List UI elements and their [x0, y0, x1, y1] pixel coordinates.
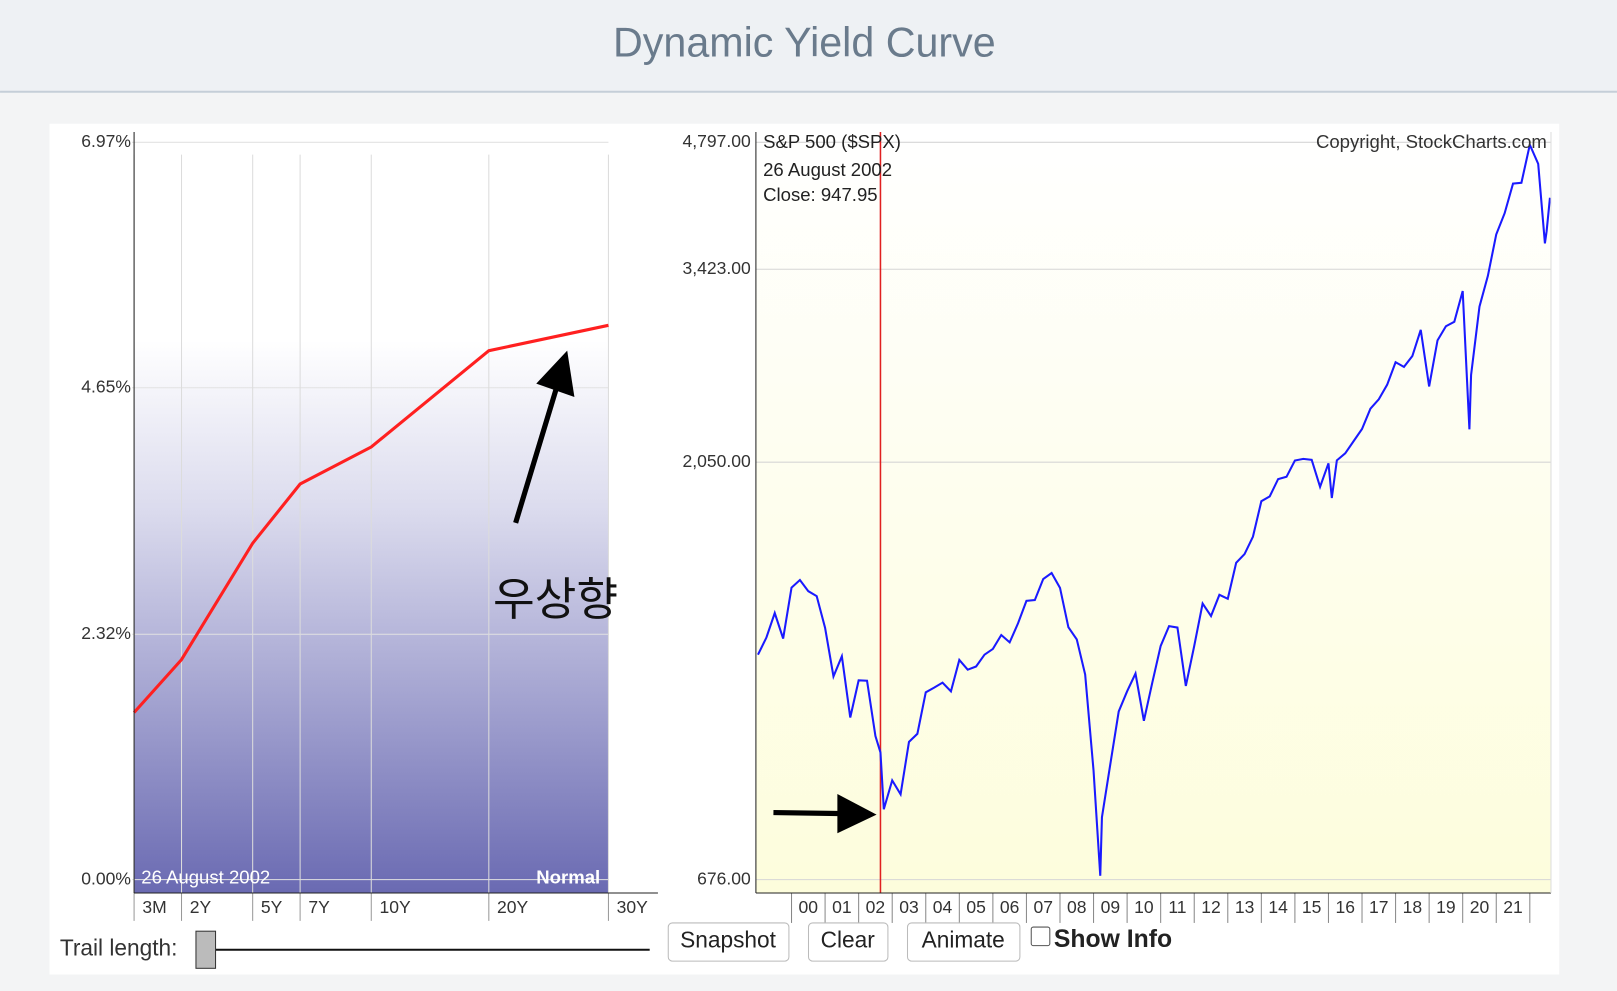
- plot-fill: [755, 131, 1551, 894]
- button[interactable]: Animate: [906, 922, 1021, 962]
- arrow-shaft: [773, 810, 846, 817]
- x-tick-label: 17: [1369, 897, 1388, 917]
- y-tick-label: 2,050.00: [683, 451, 751, 471]
- x-tick-label: 10: [1134, 897, 1154, 917]
- x-tick-label: 30Y: [617, 897, 648, 917]
- price-chart: 676.00 2,050.00 3,423.00 4,797.00 00 01 02 03 04…: [683, 131, 1551, 923]
- date-label: 26 August 2002: [763, 159, 892, 180]
- button[interactable]: Snapshot: [667, 922, 790, 962]
- arrow-shaft: [513, 375, 563, 524]
- button[interactable]: Clear: [807, 922, 889, 962]
- x-tick-label: 7Y: [308, 897, 330, 917]
- y-tick-label: 4,797.00: [683, 131, 751, 151]
- curve-label: Normal: [536, 867, 600, 888]
- x-tick-label: 07: [1033, 897, 1052, 917]
- x-tick-label: 00: [799, 897, 819, 917]
- yield-chart: 0.00% 2.32% 4.65% 6.97% 3M 2Y 5Y 7Y 10Y 20Y 30Y: [81, 131, 648, 921]
- x-tick-label: 01: [832, 897, 851, 917]
- x-tick-label: 05: [966, 897, 985, 917]
- page-title: Dynamic Yield Curve: [613, 19, 996, 65]
- x-tick-label: 16: [1335, 897, 1354, 917]
- y-tick-label: 6.97%: [81, 131, 131, 151]
- y-tick-label: 3,423.00: [683, 258, 751, 278]
- slider-handle[interactable]: [195, 930, 217, 969]
- button-label[interactable]: Snapshot: [680, 926, 777, 952]
- button-label[interactable]: Clear: [821, 926, 876, 952]
- x-tick-label: 02: [866, 897, 885, 917]
- curve-line: [132, 323, 609, 714]
- checkbox-label[interactable]: Show Info: [1054, 926, 1172, 953]
- close-label: Close: 947.95: [763, 184, 877, 205]
- arrow-head: [837, 794, 877, 834]
- annotation: 우상향: [493, 574, 618, 625]
- date-label: 26 August 2002: [141, 867, 270, 888]
- copyright: Copyright, StockCharts.com: [1316, 131, 1547, 152]
- x-tick-label: 13: [1235, 897, 1254, 917]
- button-frame[interactable]: [807, 922, 889, 962]
- trail-label: Trail length:: [60, 935, 178, 961]
- x-tick-label: 18: [1403, 897, 1422, 917]
- y-tick-label: 0.00%: [81, 868, 131, 888]
- price-line: [757, 141, 1551, 876]
- y-tick-label: 4.65%: [81, 376, 131, 396]
- x-tick-label: 12: [1201, 897, 1220, 917]
- button-label[interactable]: Animate: [922, 926, 1005, 952]
- arrow-head: [536, 350, 575, 398]
- x-tick-label: 14: [1268, 897, 1288, 917]
- button-frame[interactable]: [667, 922, 790, 962]
- x-tick-label: 08: [1067, 897, 1086, 917]
- x-tick-label: 15: [1302, 897, 1321, 917]
- x-tick-label: 21: [1503, 897, 1522, 917]
- y-tick-label: 2.32%: [81, 623, 131, 643]
- x-tick-label: 3M: [142, 897, 166, 917]
- x-tick-label: 20: [1470, 897, 1490, 917]
- header-bar: [0, 0, 1617, 91]
- x-tick-label: 2Y: [190, 897, 212, 917]
- chart-title: S&P 500 ($SPX): [763, 131, 901, 152]
- x-tick-label: 20Y: [497, 897, 528, 917]
- x-tick-label: 5Y: [261, 897, 283, 917]
- x-tick-label: 04: [933, 897, 953, 917]
- x-tick-label: 06: [1000, 897, 1019, 917]
- x-tick-label: 11: [1168, 897, 1186, 917]
- y-tick-label: 676.00: [697, 868, 751, 888]
- x-tick-label: 19: [1436, 897, 1455, 917]
- x-tick-label: 09: [1101, 897, 1120, 917]
- x-tick-label: 03: [899, 897, 918, 917]
- x-tick-label: 10Y: [380, 897, 411, 917]
- checkbox[interactable]: [1030, 926, 1051, 947]
- button-frame[interactable]: [906, 922, 1021, 962]
